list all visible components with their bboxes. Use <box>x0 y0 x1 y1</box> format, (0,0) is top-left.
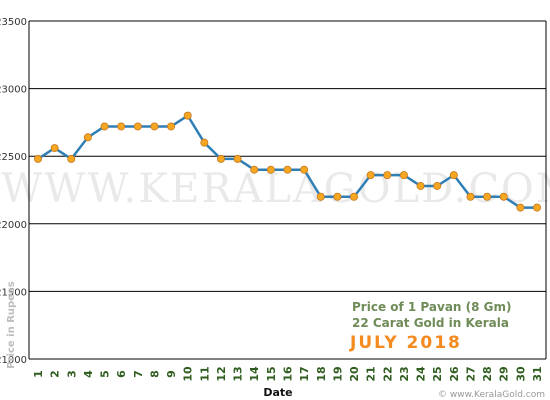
data-point-29 <box>499 192 508 201</box>
x-tick-label-18: 18 <box>315 366 328 381</box>
series-price <box>34 111 542 212</box>
x-tick-label-27: 27 <box>464 366 477 381</box>
x-tick-label-26: 26 <box>448 366 461 382</box>
data-point-4 <box>83 133 92 142</box>
data-point-28 <box>483 192 492 201</box>
x-tick-labels: 1 2 3 4 5 6 7 8 9 10 11 12 13 14 15 16 17 18 19 20 21 22 23 24 2… <box>32 366 544 382</box>
x-tick-label-10: 10 <box>182 366 195 382</box>
x-tick-label-30: 30 <box>514 366 527 382</box>
gridlines <box>29 20 546 360</box>
data-point-17 <box>300 165 309 174</box>
data-point-30 <box>516 203 525 212</box>
watermark-text: WWW.KERALAGOLD.COM <box>1 166 550 212</box>
data-point-24 <box>416 181 425 190</box>
y-tick-label-22500: 22500 <box>0 152 27 163</box>
data-point-14 <box>250 165 259 174</box>
y-tick-label-21000: 21000 <box>0 355 27 366</box>
x-tick-label-28: 28 <box>481 366 494 381</box>
x-tick-label-17: 17 <box>298 366 311 381</box>
data-point-13 <box>233 154 242 163</box>
y-tick-label-23500: 23500 <box>0 17 27 28</box>
y-tick-label-21500: 21500 <box>0 287 27 298</box>
data-point-26 <box>449 171 458 180</box>
y-tick-label-23000: 23000 <box>0 85 27 96</box>
x-tick-label-2: 2 <box>49 370 62 378</box>
data-point-15 <box>266 165 275 174</box>
x-tick-label-29: 29 <box>498 366 511 381</box>
data-point-22 <box>383 171 392 180</box>
x-tick-label-21: 21 <box>365 366 378 381</box>
caption-line-1: Price of 1 Pavan (8 Gm) <box>352 300 512 314</box>
data-point-23 <box>399 171 408 180</box>
x-tick-label-23: 23 <box>398 366 411 381</box>
x-axis-label: Date <box>263 386 292 399</box>
data-point-18 <box>316 192 325 201</box>
axes <box>28 21 547 359</box>
x-tick-label-12: 12 <box>215 366 228 381</box>
x-tick-label-19: 19 <box>331 366 344 381</box>
x-tick-label-9: 9 <box>165 370 178 378</box>
x-tick-label-1: 1 <box>32 370 45 378</box>
data-point-7 <box>133 122 142 131</box>
x-tick-label-7: 7 <box>132 370 145 378</box>
y-tick-label-22000: 22000 <box>0 220 27 231</box>
x-tick-label-6: 6 <box>115 370 128 378</box>
y-axis-label: Price in Rupees <box>6 281 17 368</box>
x-tick-label-13: 13 <box>232 366 245 381</box>
data-point-2 <box>50 144 59 153</box>
data-point-31 <box>533 203 542 212</box>
data-point-1 <box>34 154 43 163</box>
x-tick-label-15: 15 <box>265 366 278 381</box>
caption-line-2: 22 Carat Gold in Kerala <box>352 316 509 330</box>
x-tick-label-24: 24 <box>415 366 428 382</box>
site-credit: © www.KeralaGold.com <box>438 390 545 400</box>
data-point-25 <box>433 181 442 190</box>
data-point-10 <box>183 111 192 120</box>
data-point-8 <box>150 122 159 131</box>
x-tick-label-8: 8 <box>148 370 161 378</box>
data-point-19 <box>333 192 342 201</box>
x-tick-label-11: 11 <box>198 366 211 381</box>
x-tick-label-3: 3 <box>65 370 78 378</box>
data-point-5 <box>100 122 109 131</box>
x-tick-label-5: 5 <box>99 370 112 378</box>
plot-area <box>29 21 546 359</box>
data-point-20 <box>350 192 359 201</box>
x-tick-label-20: 20 <box>348 366 361 382</box>
data-point-21 <box>366 171 375 180</box>
x-tick-label-22: 22 <box>381 366 394 381</box>
data-point-3 <box>67 154 76 163</box>
x-tick-label-4: 4 <box>82 370 95 378</box>
caption-line-3: JULY 2018 <box>349 333 462 353</box>
data-point-27 <box>466 192 475 201</box>
x-tick-label-14: 14 <box>248 366 261 382</box>
data-point-11 <box>200 138 209 147</box>
x-tick-label-31: 31 <box>531 366 544 381</box>
x-tick-label-25: 25 <box>431 366 444 381</box>
y-tick-labels: 21000 21500 22000 22500 23000 23500 <box>0 17 27 366</box>
data-point-12 <box>216 154 225 163</box>
data-point-9 <box>167 122 176 131</box>
data-point-16 <box>283 165 292 174</box>
x-tick-label-16: 16 <box>282 366 295 382</box>
data-point-6 <box>117 122 126 131</box>
